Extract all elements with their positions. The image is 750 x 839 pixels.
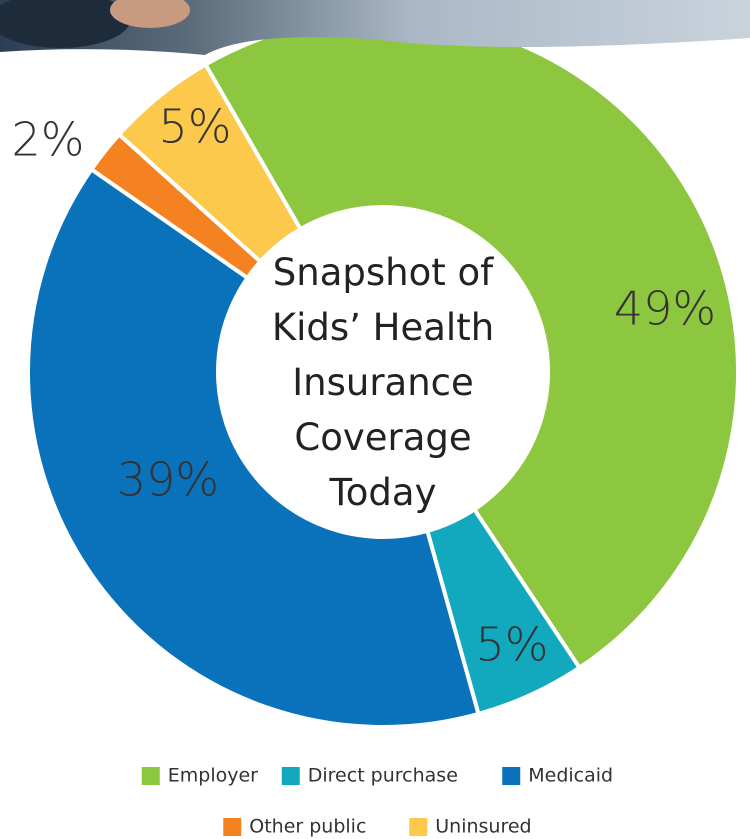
value-label: 2% xyxy=(12,113,85,167)
value-label: 39% xyxy=(117,453,219,507)
donut-segment xyxy=(26,166,481,729)
legend-label: Uninsured xyxy=(435,816,531,838)
photo-detail xyxy=(0,0,130,48)
legend-label: Employer xyxy=(168,765,258,787)
legend-swatch xyxy=(502,767,521,785)
legend-swatch xyxy=(409,818,428,836)
legend-label: Other public xyxy=(249,816,366,838)
donut xyxy=(26,15,740,729)
legend-swatch xyxy=(281,767,300,785)
value-label: 5% xyxy=(159,100,232,154)
value-label: 5% xyxy=(476,618,549,672)
photo-strip xyxy=(0,0,750,55)
legend-label: Medicaid xyxy=(528,765,613,787)
value-label: 49% xyxy=(614,282,716,336)
legend-swatch xyxy=(141,767,160,785)
legend-label: Direct purchase xyxy=(308,765,458,787)
chart-title: Snapshot of Kids’ Health Insurance Cover… xyxy=(271,251,495,514)
legend-swatch xyxy=(223,818,242,836)
donut-segment xyxy=(116,61,304,265)
photo-detail xyxy=(110,0,190,28)
